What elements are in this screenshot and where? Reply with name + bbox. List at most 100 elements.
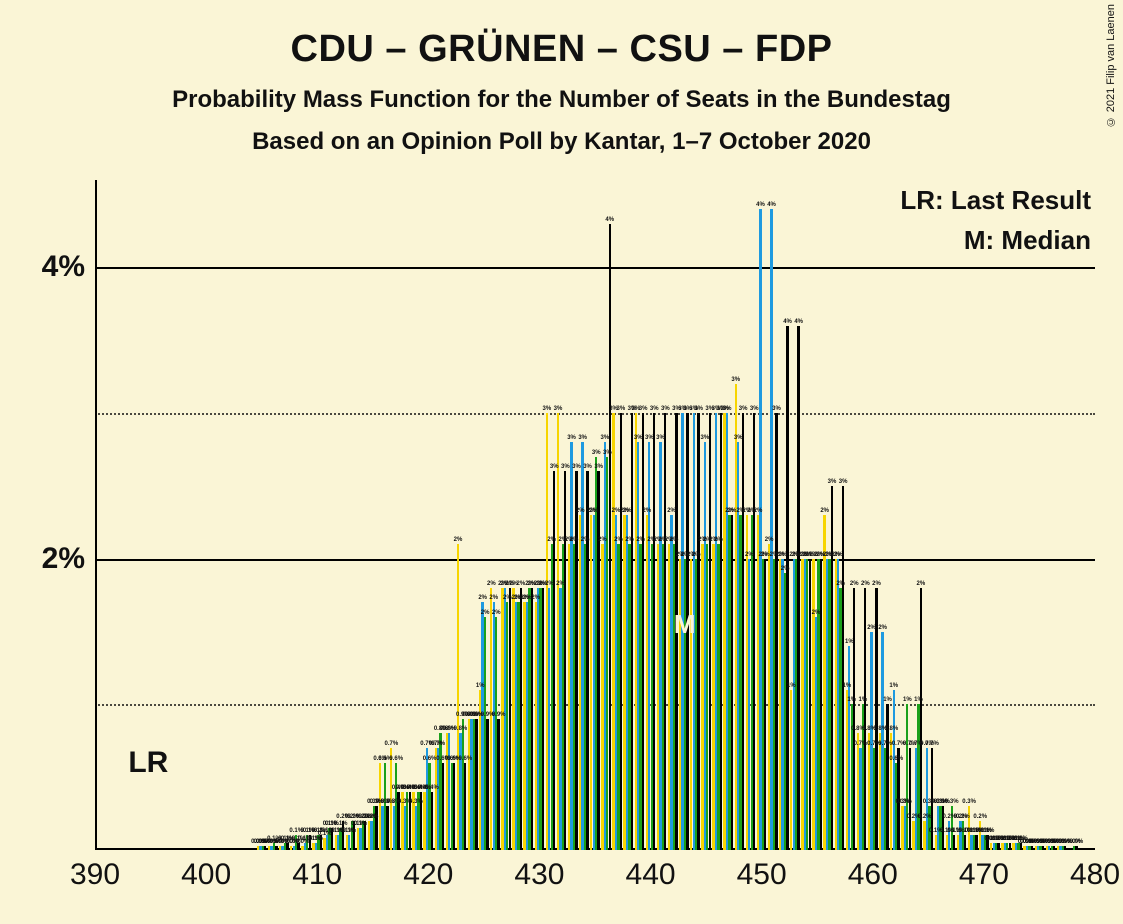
gridline-minor [95,413,1095,415]
bar-value-label: 2% [531,595,540,601]
bar-cdu [575,471,577,850]
bar-value-label: 1% [859,697,868,703]
bar-cdu [853,588,855,850]
bar-value-label: 3% [634,435,643,441]
bar-value-label: 0.6% [458,756,472,762]
bar-value-label: 1% [889,683,898,689]
bar-value-label: 3% [639,406,648,412]
bar-cdu [509,588,511,850]
bar-value-label: 0.2% [365,814,379,820]
bar-value-label: 2% [612,508,621,514]
bar-value-label: 3% [583,464,592,470]
bar-cdu [1009,843,1011,850]
bar-value-label: 1% [843,683,852,689]
bar-cdu [586,471,588,850]
bar-value-label: 3% [694,406,703,412]
bar-value-label: 0.8% [884,726,898,732]
plot-area: 2%4% 390400410420430440450460470480 0.0%… [95,180,1095,850]
bar-value-label: 3% [578,435,587,441]
bar-value-label: 0.7% [878,741,892,747]
bar-value-label: 3% [554,406,563,412]
bar-value-label: 1% [914,697,923,703]
bar-value-label: 0.1% [981,828,995,834]
bar-value-label: 2% [581,537,590,543]
bar-value-label: 0.7% [925,741,939,747]
bar-cdu [653,413,655,850]
bar-value-label: 1% [476,683,485,689]
bar-value-label: 3% [594,464,603,470]
bar-cdu [1042,846,1044,850]
bar-value-label: 3% [701,435,710,441]
bar-cdu [953,835,955,850]
y-axis [95,180,97,850]
bar-cdu [964,835,966,850]
bar-value-label: 2% [781,566,790,572]
bar-cdu [453,763,455,850]
bar-cdu [564,471,566,850]
bar-value-label: 0.1% [334,821,348,827]
bar-value-label: 1% [845,639,854,645]
bar-cdu [520,588,522,850]
bar-cdu [631,413,633,850]
bar-value-label: 4% [794,319,803,325]
bar-value-label: 2% [692,552,701,558]
bar-cdu [842,486,844,850]
bar-value-label: 2% [570,537,579,543]
bar-cdu [497,719,499,850]
bar-value-label: 1% [847,697,856,703]
x-tick-label: 390 [70,858,120,892]
bar-value-label: 3% [650,406,659,412]
bar-value-label: 2% [503,595,512,601]
x-tick-label: 480 [1070,858,1120,892]
bar-cdu [553,471,555,850]
bar-cdu [1075,846,1077,850]
bar-cdu [264,846,266,850]
x-tick-label: 400 [181,858,231,892]
bar-cdu [975,835,977,850]
bar-value-label: 2% [728,508,737,514]
bar-value-label: 2% [850,581,859,587]
bar-value-label: 2% [917,581,926,587]
x-tick-label: 410 [292,858,342,892]
bar-value-label: 2% [878,625,887,631]
bar-cdu [731,515,733,850]
bar-value-label: 0.7% [384,741,398,747]
bar-value-label: 0.4% [425,785,439,791]
bar-value-label: 3% [731,377,740,383]
bar-cdu [431,792,433,850]
bar-cdu [809,559,811,850]
bar-value-label: 0.2% [918,814,932,820]
bar-value-label: 3% [572,464,581,470]
bar-cdu [797,326,799,850]
x-tick-label: 440 [626,858,676,892]
bar-value-label: 3% [772,406,781,412]
bar-value-label: 2% [625,537,634,543]
bar-value-label: 2% [492,610,501,616]
bar-value-label: 3% [656,435,665,441]
bar-value-label: 3% [734,435,743,441]
bar-cdu [386,806,388,850]
bar-value-label: 2% [765,537,774,543]
bar-value-label: 3% [561,464,570,470]
bar-value-label: 0.1% [342,828,356,834]
bar-value-label: 1% [903,697,912,703]
bar-value-label: 2% [745,552,754,558]
y-tick-label: 2% [42,542,85,576]
bar-value-label: 3% [661,406,670,412]
bar-cdu [753,413,755,850]
bar-value-label: 2% [481,610,490,616]
bar-value-label: 2% [867,625,876,631]
x-tick-label: 420 [403,858,453,892]
bar-cdu [664,413,666,850]
bar-value-label: 3% [567,435,576,441]
bar-value-label: 2% [820,508,829,514]
bar-value-label: 3% [550,464,559,470]
bar-value-label: 0.9% [492,712,506,718]
x-tick-label: 460 [848,858,898,892]
bar-value-label: 0.7% [431,741,445,747]
bar-cdu [475,719,477,850]
chart-subtitle-1: Probability Mass Function for the Number… [0,86,1123,114]
bar-cdu [620,413,622,850]
chart-subtitle-2: Based on an Opinion Poll by Kantar, 1–7 … [0,128,1123,156]
bar-value-label: 1% [883,697,892,703]
